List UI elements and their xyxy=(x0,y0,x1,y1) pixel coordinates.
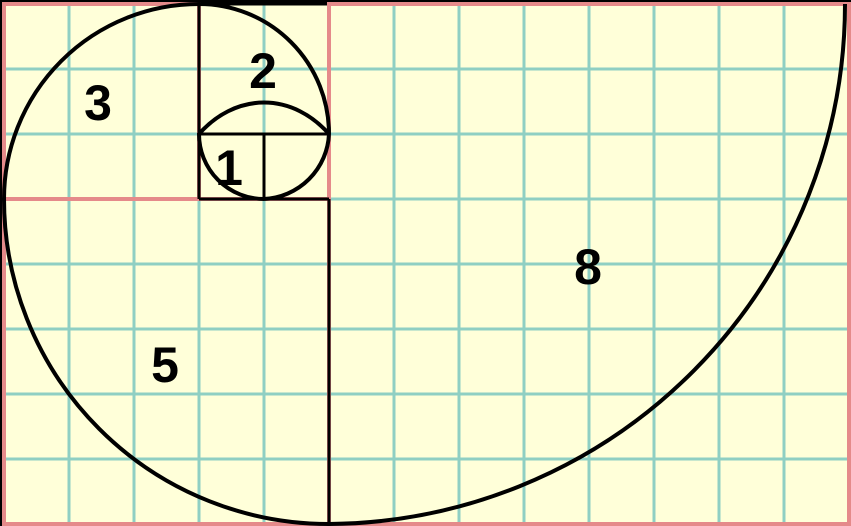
square-label-3: 3 xyxy=(84,75,112,131)
square-label-5: 5 xyxy=(151,337,179,393)
square-label-2: 2 xyxy=(249,43,277,99)
square-label-8: 8 xyxy=(574,239,602,295)
square-label-1: 1 xyxy=(215,140,243,196)
